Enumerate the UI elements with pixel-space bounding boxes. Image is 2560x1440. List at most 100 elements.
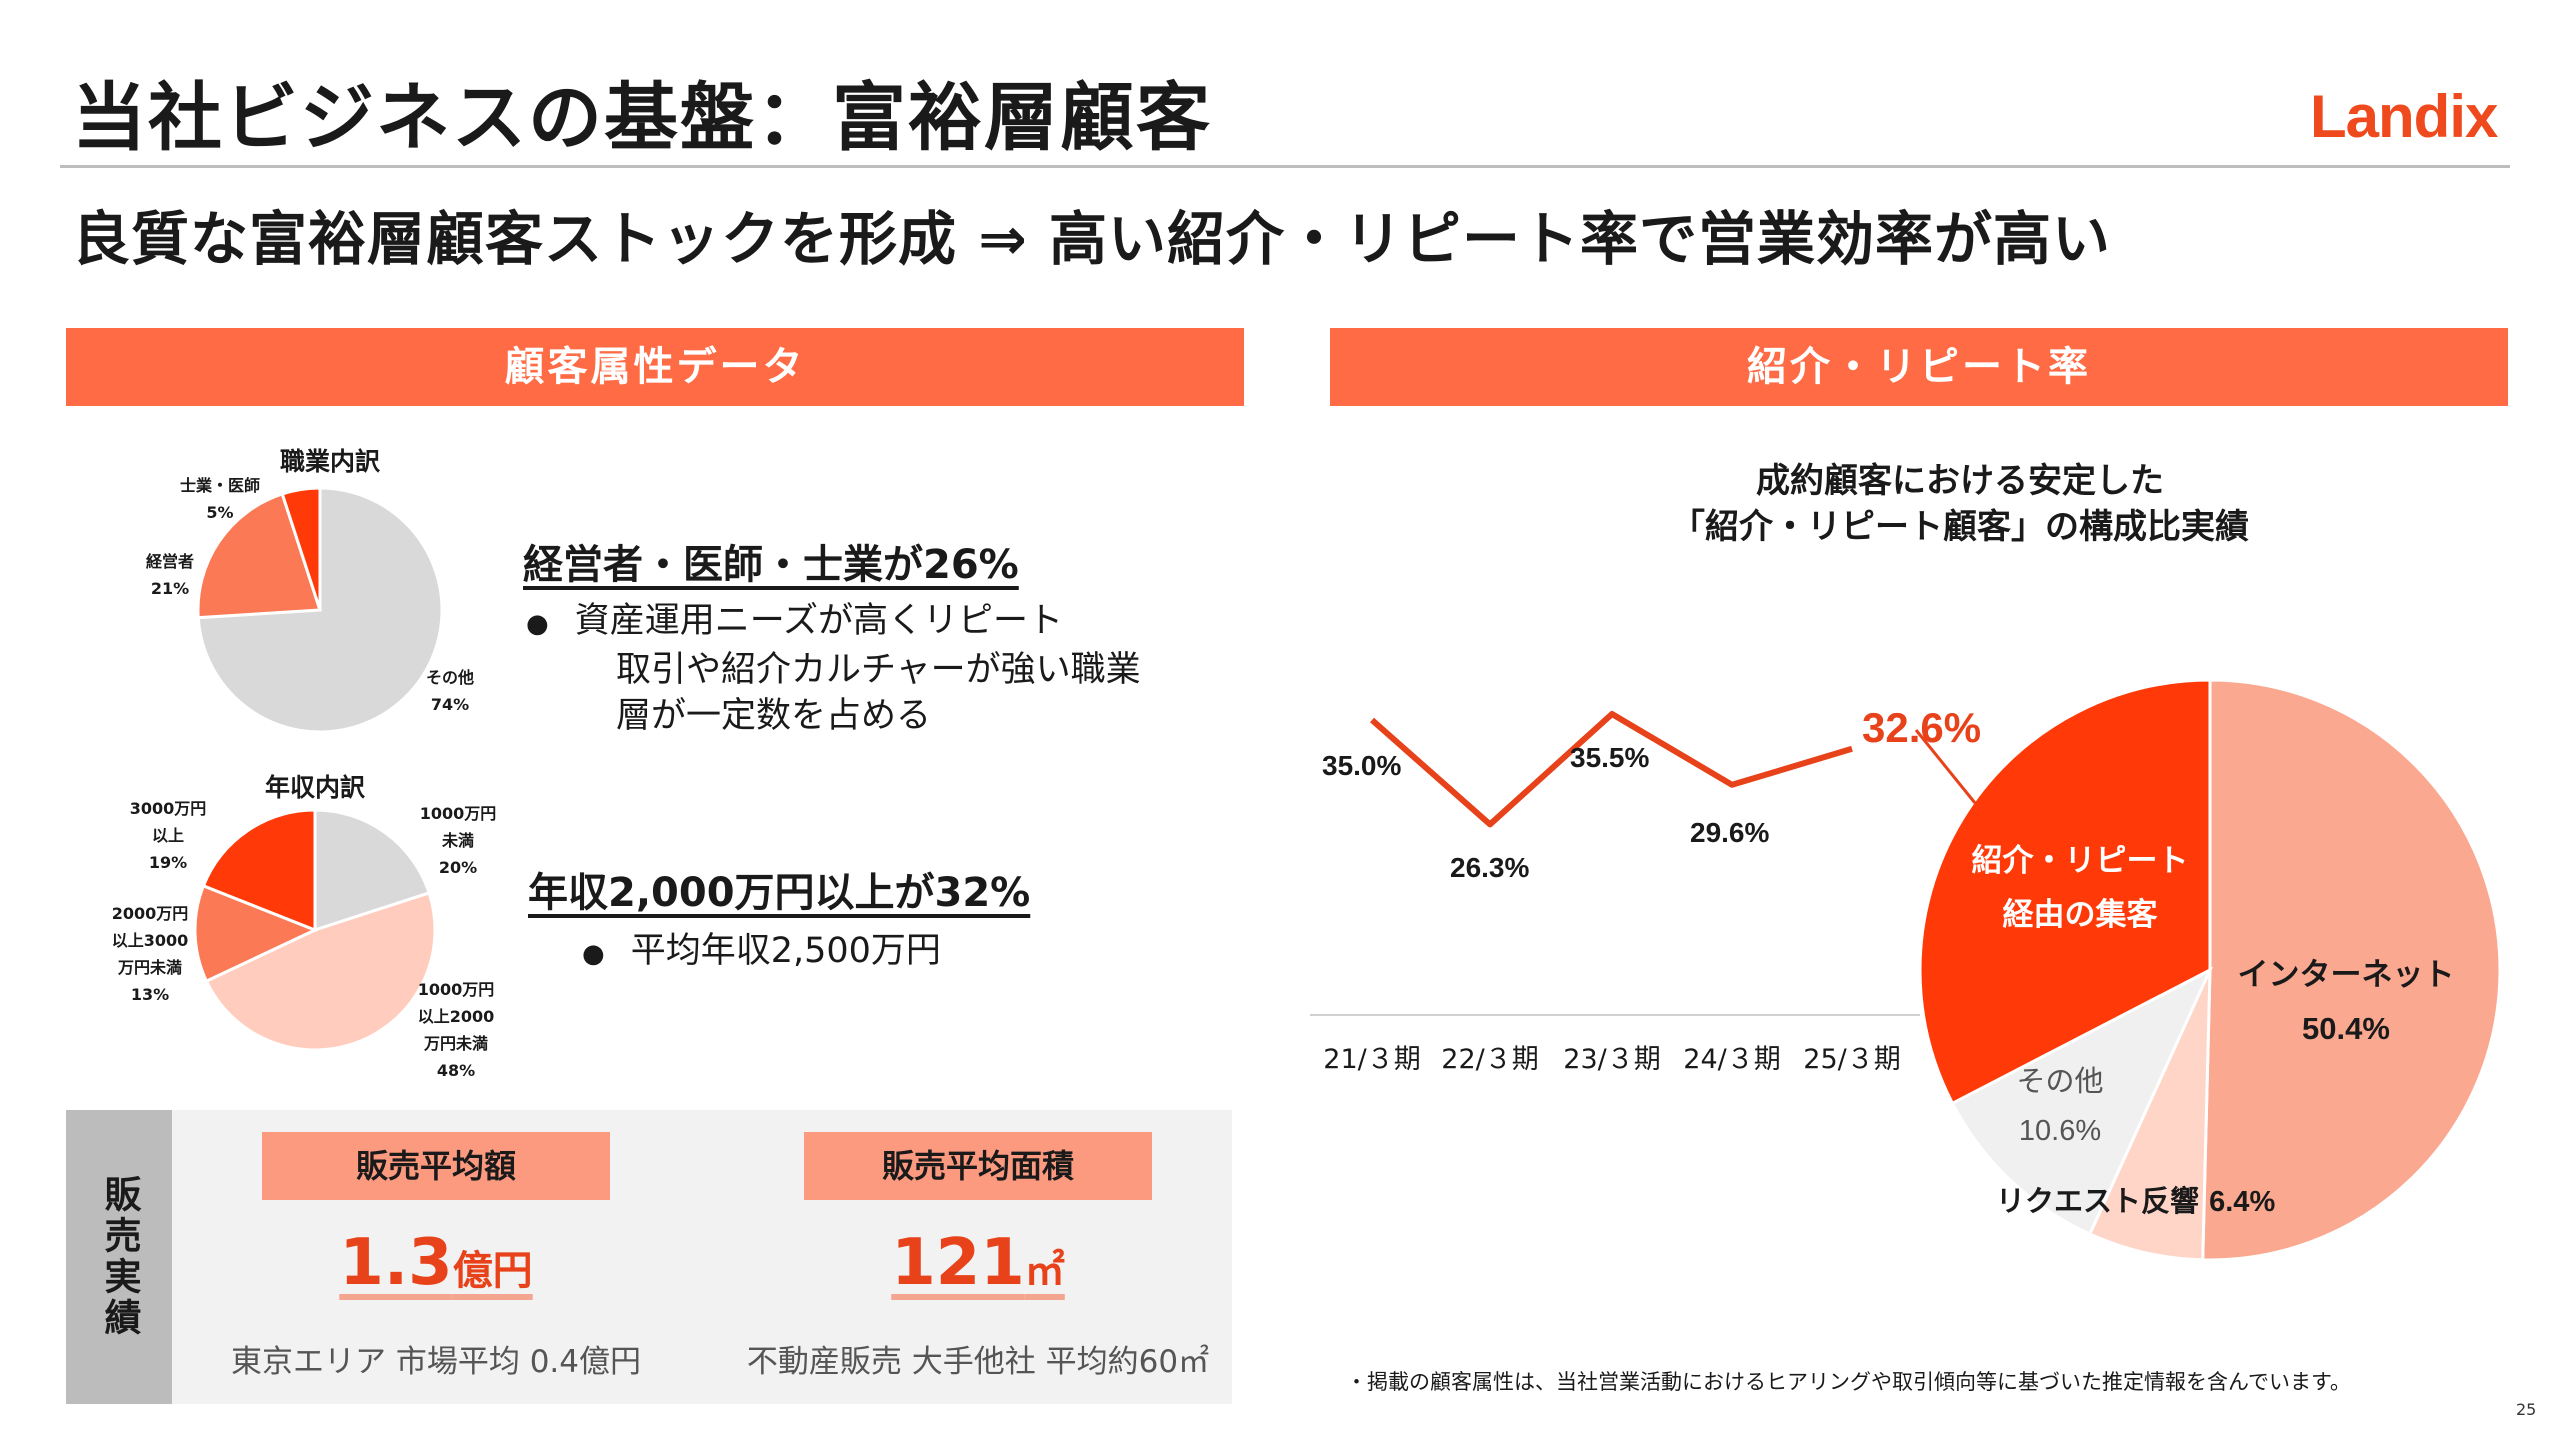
income-pie-title: 年収内訳 bbox=[264, 773, 365, 802]
pie-label-request: リクエスト反響 6.4% bbox=[1996, 1178, 2275, 1220]
bullet-dot-icon: ● bbox=[582, 939, 605, 969]
income-label-2000to3000-line1: 2000万円 bbox=[111, 904, 189, 923]
income-label-2000to3000-pct: 13% bbox=[130, 985, 170, 1004]
income-label-1000to2000-line2: 以上2000 bbox=[417, 1007, 495, 1026]
income-label-over3000-line1: 3000万円 bbox=[129, 799, 207, 818]
section-bar-referral-rate: 紹介・リピート率 bbox=[1330, 328, 2508, 406]
pie-label-internet: インターネット 50.4% bbox=[2216, 948, 2476, 1056]
income-label-over3000-pct: 19% bbox=[148, 853, 188, 872]
income-slice-0 bbox=[313, 808, 432, 933]
income-label-under1000-line2: 未満 bbox=[441, 831, 474, 850]
referral-chart-title-line1: 成約顧客における安定した bbox=[1756, 461, 2164, 501]
line-value-label-2: 35.5% bbox=[1570, 742, 1650, 773]
income-label-2000to3000-line3: 万円未満 bbox=[117, 958, 182, 977]
occupation-bullet-line-3: 層が一定数を占める bbox=[616, 696, 932, 736]
line-value-label-4: 32.6% bbox=[1862, 703, 1982, 751]
acquisition-slice-2 bbox=[1950, 966, 2214, 1236]
occupation-headline: 経営者・医師・士業が26% bbox=[523, 542, 1019, 588]
income-label-1000to2000-pct: 48% bbox=[436, 1061, 476, 1080]
occupation-pie-slices bbox=[196, 486, 444, 734]
income-pie-slices bbox=[193, 808, 437, 1052]
occupation-label-executive-pct: 21% bbox=[150, 579, 190, 598]
company-logo: Landix bbox=[2310, 83, 2498, 150]
occupation-label-executive: 経営者 21% bbox=[130, 548, 210, 602]
pie-label-other-name: その他 bbox=[2016, 1064, 2104, 1098]
acquisition-slice-3 bbox=[1918, 678, 2212, 1106]
line-x-label-3: 24/３期 bbox=[1683, 1044, 1781, 1075]
line-value-label-1: 26.3% bbox=[1450, 852, 1530, 884]
section-bar-customer-attributes: 顧客属性データ bbox=[66, 328, 1244, 406]
income-label-under1000-pct: 20% bbox=[438, 858, 478, 877]
occupation-bullet-line-1: 資産運用ニーズが高くリピート bbox=[574, 601, 1063, 641]
pie-label-request-pct: 6.4% bbox=[2209, 1186, 2276, 1218]
income-headline: 年収2,000万円以上が32% bbox=[528, 870, 1031, 916]
line-value-label-3: 29.6% bbox=[1690, 816, 1770, 848]
avg-area-number: 121 bbox=[891, 1226, 1025, 1300]
page-title: 当社ビジネスの基盤：富裕層顧客 bbox=[72, 75, 1212, 161]
acquisition-slice-1 bbox=[2087, 969, 2212, 1262]
avg-price-number: 1.3 bbox=[339, 1226, 453, 1300]
referral-callout-leader-line bbox=[1914, 729, 1977, 804]
line-x-label-0: 21/３期 bbox=[1323, 1044, 1421, 1075]
pie-label-other: その他 10.6% bbox=[1990, 1056, 2130, 1156]
occupation-label-other-pct: 74% bbox=[430, 695, 470, 714]
acquisition-channel-pie-chart bbox=[1914, 678, 2502, 1262]
line-x-label-1: 22/３期 bbox=[1441, 1044, 1539, 1075]
occupation-label-professional-name: 士業・医師 bbox=[179, 476, 260, 495]
occupation-slice-1 bbox=[196, 492, 323, 620]
income-label-2000to3000: 2000万円 以上3000 万円未満 13% bbox=[100, 900, 200, 1008]
avg-area-tag: 販売平均面積 bbox=[804, 1132, 1152, 1200]
line-x-label-4: 25/３期 bbox=[1803, 1044, 1901, 1075]
occupation-label-professional-pct: 5% bbox=[206, 503, 234, 522]
income-label-1000to2000-line3: 万円未満 bbox=[423, 1034, 488, 1053]
acquisition-pie-slices bbox=[1918, 678, 2502, 1262]
pie-label-request-name: リクエスト反響 bbox=[1996, 1184, 2200, 1218]
income-label-1000to2000-line1: 1000万円 bbox=[417, 980, 495, 999]
line-value-label-0: 35.0% bbox=[1322, 750, 1402, 781]
pie-label-internet-pct: 50.4% bbox=[2302, 1011, 2390, 1046]
income-label-2000to3000-line2: 以上3000 bbox=[111, 931, 189, 950]
referral-chart-title: 成約顧客における安定した 「紹介・リピート顧客」の構成比実績 bbox=[1560, 458, 2360, 550]
avg-price-value: 1.3億円 bbox=[262, 1226, 610, 1300]
page-subtitle: 良質な富裕層顧客ストックを形成 ⇒ 高い紹介・リピート率で営業効率が高い bbox=[72, 205, 2111, 273]
avg-price-unit: 億円 bbox=[452, 1248, 533, 1294]
title-divider bbox=[60, 165, 2510, 168]
bullet-dot-icon: ● bbox=[526, 609, 549, 639]
pie-label-referral-line2: 経由の集客 bbox=[2002, 897, 2158, 933]
pie-label-referral-line1: 紹介・リピート bbox=[1971, 843, 2189, 879]
sales-results-side-label: 販売実績 bbox=[66, 1110, 172, 1404]
occupation-label-other: その他 74% bbox=[410, 664, 490, 718]
referral-line-chart bbox=[1310, 711, 1920, 1016]
income-slice-1 bbox=[204, 891, 437, 1052]
occupation-slice-2 bbox=[280, 486, 322, 611]
avg-area-note: 不動産販売 大手他社 平均約60㎡ bbox=[746, 1344, 1210, 1380]
income-bullet-text: 平均年収2,500万円 bbox=[630, 931, 941, 971]
footnote: ・掲載の顧客属性は、当社営業活動におけるヒアリングや取引傾向等に基づいた推定情報… bbox=[1346, 1370, 2351, 1394]
income-label-1000to2000: 1000万円 以上2000 万円未満 48% bbox=[406, 976, 506, 1084]
line-series-path bbox=[1370, 711, 1853, 828]
occupation-pie-chart bbox=[196, 486, 444, 734]
income-slice-3 bbox=[201, 808, 317, 933]
occupation-pie-title: 職業内訳 bbox=[279, 447, 380, 476]
income-bullet: ● 平均年収2,500万円 bbox=[582, 928, 941, 977]
income-pie-chart bbox=[193, 808, 437, 1052]
occupation-bullet-line-2: 取引や紹介カルチャーが強い職業 bbox=[616, 650, 1141, 690]
avg-price-note: 東京エリア 市場平均 0.4億円 bbox=[230, 1344, 641, 1380]
pie-label-referral: 紹介・リピート 経由の集客 bbox=[1950, 834, 2210, 942]
occupation-label-other-name: その他 bbox=[425, 668, 474, 687]
avg-area-value: 121㎡ bbox=[804, 1226, 1152, 1300]
line-x-label-2: 23/３期 bbox=[1563, 1044, 1661, 1075]
income-label-under1000: 1000万円 未満 20% bbox=[408, 800, 508, 881]
page-number: 25 bbox=[2516, 1400, 2537, 1419]
income-slice-2 bbox=[193, 883, 319, 984]
pie-label-other-pct: 10.6% bbox=[2018, 1115, 2102, 1147]
occupation-label-executive-name: 経営者 bbox=[145, 552, 194, 571]
avg-area-unit: ㎡ bbox=[1024, 1248, 1065, 1294]
income-label-over3000: 3000万円 以上 19% bbox=[118, 795, 218, 876]
avg-price-tag: 販売平均額 bbox=[262, 1132, 610, 1200]
income-label-under1000-line1: 1000万円 bbox=[419, 804, 497, 823]
pie-label-internet-name: インターネット bbox=[2237, 957, 2455, 993]
income-label-over3000-line2: 以上 bbox=[151, 826, 184, 845]
referral-chart-title-line2: 「紹介・リピート顧客」の構成比実績 bbox=[1671, 507, 2249, 547]
occupation-bullet: ● 資産運用ニーズが高くリピート bbox=[526, 598, 1141, 647]
